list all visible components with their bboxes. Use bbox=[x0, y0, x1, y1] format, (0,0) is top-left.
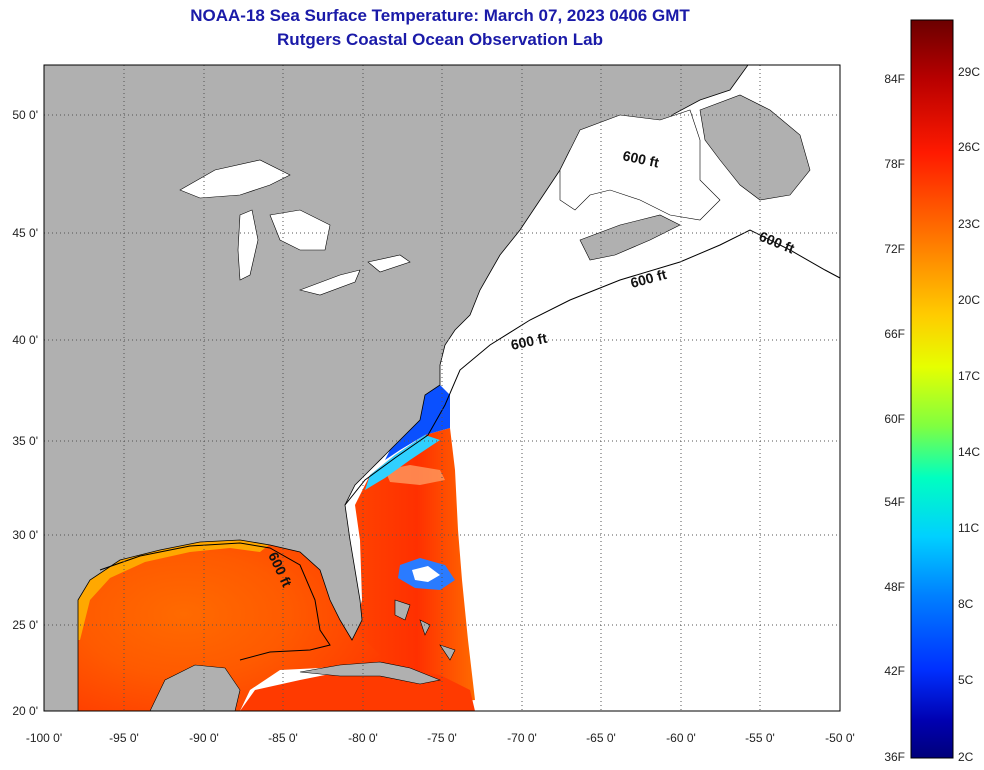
latitude-label: 30 0' bbox=[12, 528, 38, 542]
colorbar-f-label: 78F bbox=[884, 157, 905, 171]
colorbar-f-label: 60F bbox=[884, 412, 905, 426]
gulf-of-st-lawrence bbox=[559, 109, 721, 221]
sst-gulf-of-mexico bbox=[78, 535, 380, 711]
sst-gulf-coastal-band bbox=[78, 535, 275, 640]
isobath-contour bbox=[344, 229, 840, 506]
longitude-label: -80 0' bbox=[348, 731, 378, 745]
longitude-labels: -100 0' -95 0' -90 0' -85 0' -80 0' -75 0' -70… bbox=[26, 731, 855, 745]
colorbar-f-label: 72F bbox=[884, 242, 905, 256]
land-yucatan bbox=[149, 664, 241, 711]
longitude-label: -100 0' bbox=[26, 731, 62, 745]
land-bahamas bbox=[394, 599, 456, 661]
latitude-label: 40 0' bbox=[12, 333, 38, 347]
sst-cold-patch bbox=[385, 465, 445, 485]
sst-shelf-water bbox=[365, 435, 440, 490]
colorbar-c-label: 20C bbox=[958, 293, 980, 307]
longitude-label: -65 0' bbox=[586, 731, 616, 745]
longitude-label: -95 0' bbox=[109, 731, 139, 745]
contour-label: 600 ft bbox=[621, 147, 660, 170]
colorbar-celsius-labels: 29C 26C 23C 20C 17C 14C 11C 8C 5C 2C bbox=[958, 65, 980, 764]
colorbar-c-label: 2C bbox=[958, 750, 974, 764]
latitude-label: 25 0' bbox=[12, 618, 38, 632]
colorbar-fahrenheit-labels: 84F 78F 72F 66F 60F 54F 48F 42F 36F bbox=[884, 72, 905, 764]
map-title: NOAA-18 Sea Surface Temperature: March 0… bbox=[190, 6, 690, 25]
colorbar-c-label: 23C bbox=[958, 217, 980, 231]
lake-superior bbox=[179, 159, 291, 199]
colorbar-f-label: 84F bbox=[884, 72, 905, 86]
latitude-label: 20 0' bbox=[12, 704, 38, 718]
longitude-label: -60 0' bbox=[666, 731, 696, 745]
longitude-label: -75 0' bbox=[427, 731, 457, 745]
sst-cold-patch bbox=[412, 566, 440, 582]
longitude-label: -55 0' bbox=[745, 731, 775, 745]
longitude-label: -85 0' bbox=[268, 731, 298, 745]
lake-michigan bbox=[237, 209, 259, 281]
longitude-label: -70 0' bbox=[507, 731, 537, 745]
map-subtitle: Rutgers Coastal Ocean Observation Lab bbox=[277, 30, 603, 49]
graticule bbox=[44, 65, 840, 711]
colorbar-c-label: 17C bbox=[958, 369, 980, 383]
colorbar-c-label: 11C bbox=[958, 521, 979, 535]
latitude-labels: 50 0' 45 0' 40 0' 35 0' 30 0' 25 0' 20 0' bbox=[12, 108, 38, 718]
colorbar-c-label: 8C bbox=[958, 597, 974, 611]
colorbar-f-label: 48F bbox=[884, 580, 905, 594]
isobath-contour bbox=[99, 542, 331, 661]
colorbar-f-label: 66F bbox=[884, 327, 905, 341]
latitude-label: 45 0' bbox=[12, 226, 38, 240]
colorbar-f-label: 42F bbox=[884, 664, 905, 678]
latitude-label: 50 0' bbox=[12, 108, 38, 122]
longitude-label: -50 0' bbox=[825, 731, 855, 745]
latitude-label: 35 0' bbox=[12, 434, 38, 448]
land-cuba bbox=[299, 661, 442, 685]
lake-erie bbox=[298, 269, 361, 296]
colorbar-f-label: 36F bbox=[884, 750, 905, 764]
colorbar-c-label: 5C bbox=[958, 673, 974, 687]
colorbar-c-label: 29C bbox=[958, 65, 980, 79]
colorbar-f-label: 54F bbox=[884, 495, 905, 509]
lake-ontario bbox=[367, 254, 411, 273]
colorbar bbox=[910, 19, 954, 759]
contour-label: 600 ft bbox=[509, 330, 548, 353]
lake-huron bbox=[269, 209, 331, 251]
colorbar-c-label: 26C bbox=[958, 140, 980, 154]
longitude-label: -90 0' bbox=[189, 731, 219, 745]
colorbar-c-label: 14C bbox=[958, 445, 980, 459]
